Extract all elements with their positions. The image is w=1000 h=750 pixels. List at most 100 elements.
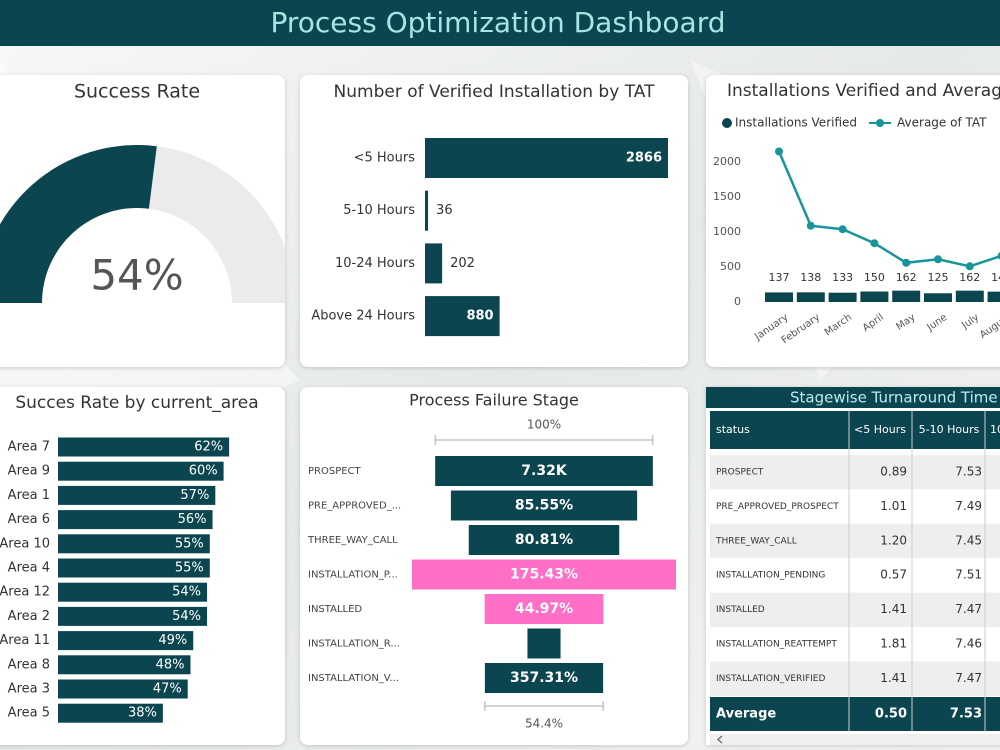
- table-title: Stagewise Turnaround Time: [790, 389, 998, 407]
- funnel-bar: [450, 490, 638, 521]
- bar: [828, 292, 857, 302]
- y-tick-label: 500: [720, 260, 741, 273]
- table-cell: 7.47: [955, 602, 982, 616]
- table-row: [710, 627, 1000, 662]
- bar: [58, 679, 188, 699]
- bar: [58, 558, 210, 578]
- table-cell: 1.01: [880, 499, 907, 513]
- panel: [0, 75, 285, 367]
- value-label: 7.32K: [521, 463, 568, 479]
- y-tick-label: 2000: [713, 155, 741, 168]
- legend-label: Installations Verified: [735, 116, 857, 130]
- category-label: Area 7: [8, 440, 50, 455]
- bar: [955, 290, 984, 302]
- bar: [796, 292, 825, 302]
- bar-value-label: 137: [769, 271, 790, 284]
- value-label: 357.31%: [510, 670, 578, 686]
- bracket-label: 100%: [527, 418, 561, 432]
- bar-value-label: 148: [991, 271, 1000, 284]
- category-label: 10-24 Hours: [335, 256, 415, 271]
- status-cell: INSTALLATION_REATTEMPT: [716, 640, 837, 650]
- y-tick-label: 0: [734, 295, 741, 308]
- y-tick-label: 1000: [713, 225, 741, 238]
- line: [777, 151, 1000, 268]
- funnel-bar: [435, 456, 653, 486]
- category-label: Area 3: [8, 682, 50, 697]
- gauge-chart: Success Rate 54%: [0, 81, 285, 303]
- table-row: [710, 523, 1000, 559]
- bar: [58, 631, 194, 651]
- bar: [425, 190, 429, 231]
- value-label: 49%: [158, 633, 187, 648]
- chart-title: Process Failure Stage: [409, 391, 579, 410]
- value-label: 54%: [172, 585, 201, 600]
- value-label: 38%: [128, 706, 157, 721]
- bar: [58, 606, 208, 626]
- bar-value-label: 150: [864, 271, 885, 284]
- bar: [58, 485, 216, 505]
- dashboard-title: Process Optimization Dashboard: [270, 6, 725, 39]
- funnel-bar: [412, 559, 676, 590]
- category-label: Area 4: [8, 561, 50, 576]
- category-label: Area 9: [8, 464, 50, 479]
- line-marker: [902, 258, 911, 267]
- footer-cell: 0.50: [875, 707, 907, 722]
- bar: [924, 293, 952, 302]
- bar: [58, 461, 224, 481]
- line-marker: [934, 255, 942, 264]
- table-cell: 7.49: [955, 499, 982, 513]
- chart-title: Installations Verified and Average of TA…: [727, 81, 1000, 101]
- status-cell: THREE_WAY_CALL: [715, 536, 797, 546]
- scrollbar: [710, 734, 1000, 745]
- category-label: PRE_APPROVED_...: [308, 501, 401, 512]
- line-marker: [870, 239, 879, 248]
- footer-cell: 7.53: [950, 707, 982, 722]
- category-label: INSTALLATION_V...: [308, 673, 399, 684]
- column-header: <5 Hours: [854, 423, 906, 436]
- category-label: PROSPECT: [308, 466, 362, 477]
- category-label: Area 10: [0, 536, 50, 551]
- value-label: 85.55%: [515, 498, 573, 514]
- funnel-bar: [468, 525, 620, 555]
- legend-label: Average of TAT: [897, 116, 987, 130]
- value-label: 55%: [175, 561, 204, 576]
- area-bar-chart: Succes Rate by current_area Area 7 62% Area…: [0, 393, 259, 723]
- table-row: [710, 489, 1000, 524]
- gauge-value-label: 54%: [90, 251, 183, 300]
- bar-value-label: 125: [928, 271, 949, 284]
- table-cell: 1.41: [880, 671, 907, 685]
- chart-title: Success Rate: [74, 81, 200, 103]
- table-header-row: [710, 411, 1000, 449]
- table-footer-row: [710, 697, 1000, 731]
- column-header: 5-10 Hours: [919, 423, 980, 436]
- gauge-fill: [0, 145, 157, 303]
- category-label: INSTALLATION_P...: [308, 570, 398, 581]
- table-cell: 7.51: [955, 568, 982, 582]
- value-label: 48%: [156, 657, 185, 672]
- line-marker: [806, 221, 815, 230]
- funnel-bar: [484, 594, 604, 624]
- scroll-arrow: [717, 735, 723, 744]
- value-label: 56%: [178, 512, 207, 527]
- table-cell: 7.47: [955, 671, 982, 685]
- status-cell: PROSPECT: [716, 468, 764, 478]
- bar: [425, 243, 443, 284]
- value-label: 880: [466, 309, 493, 324]
- category-label: Area 1: [8, 488, 50, 503]
- turnaround-table: Stagewise Turnaround Time status <5 Hours 5…: [706, 387, 1000, 745]
- value-label: 62%: [194, 440, 223, 455]
- line-marker: [775, 147, 783, 156]
- category-label: Area 11: [0, 633, 50, 648]
- category-label: <5 Hours: [354, 151, 416, 166]
- bar-value-label: 162: [959, 271, 980, 284]
- value-label: 202: [450, 256, 475, 271]
- category-label: THREE_WAY_CALL: [307, 535, 398, 546]
- value-label: 57%: [180, 488, 209, 503]
- funnel-bar: [527, 628, 561, 659]
- category-label: Area 8: [8, 657, 50, 672]
- bar-value-label: 138: [800, 271, 821, 284]
- table-cell: 1.41: [880, 602, 907, 616]
- table-row: [710, 558, 1000, 593]
- bar: [765, 292, 793, 302]
